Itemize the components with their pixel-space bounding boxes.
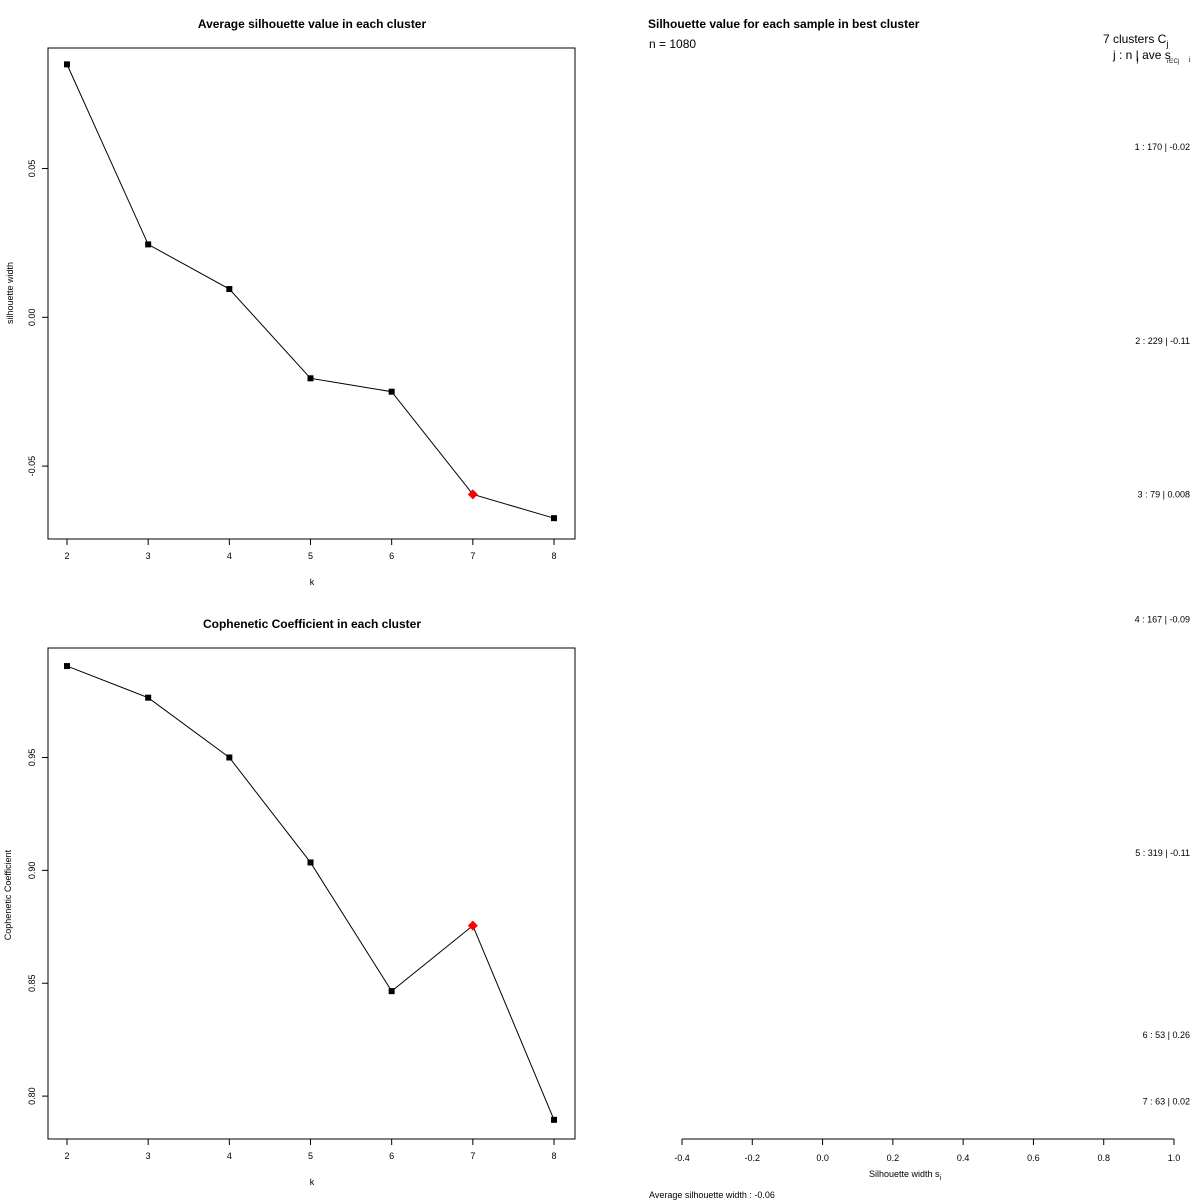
clusters-header-text: 7 clusters C	[1103, 32, 1167, 46]
highlight-point	[467, 489, 478, 500]
x-tick-label: 5	[308, 551, 313, 561]
data-point	[226, 754, 233, 761]
data-point	[388, 388, 395, 395]
x-tick-label: 0.0	[816, 1153, 829, 1163]
y-tick-label: 0.85	[27, 974, 37, 992]
silhouette-xlabel: Silhouette width si	[869, 1169, 942, 1182]
clusters-header: 7 clusters Cj	[1103, 32, 1168, 49]
silhouette-sample-panel: Silhouette value for each sample in best…	[648, 17, 1191, 1200]
cluster-label: 4 : 167 | -0.09	[1135, 614, 1190, 624]
data-point	[307, 375, 314, 382]
cluster-label: 5 : 319 | -0.11	[1135, 848, 1190, 858]
data-point	[551, 515, 557, 522]
series-line	[66, 665, 555, 1121]
x-tick-label: 8	[551, 551, 556, 561]
cluster-label-list: 1 : 170 | -0.02 2 : 229 | -0.11 3 : 79 | 0…	[1135, 142, 1190, 1107]
data-point	[64, 663, 70, 670]
cophenetic-xlabel: k	[310, 1177, 315, 1187]
y-tick-label: 0.00	[27, 309, 37, 327]
column-header-text: j : n | ave s	[1112, 48, 1171, 62]
cluster-label: 2 : 229 | -0.11	[1135, 336, 1190, 346]
y-tick-label: 0.95	[27, 749, 37, 767]
silhouette-xlabel-text: Silhouette width s	[869, 1169, 940, 1179]
column-header: j : n | ave s	[1112, 48, 1171, 62]
y-tick-label: 0.90	[27, 862, 37, 880]
series-line	[66, 64, 555, 519]
silhouette-xlabel-sub: i	[940, 1175, 942, 1182]
x-tick-label: 0.2	[887, 1153, 900, 1163]
cophenetic-panel: Cophenetic Coefficient in each cluster k…	[3, 617, 576, 1187]
y-tick-label: 0.80	[27, 1087, 37, 1105]
cophenetic-ylabel: Cophenetic Coefficient	[3, 849, 13, 940]
silhouette-sample-title: Silhouette value for each sample in best…	[648, 17, 920, 31]
x-tick-label: 8	[551, 1151, 556, 1161]
avg-silhouette-panel: Average silhouette value in each cluster…	[5, 17, 576, 587]
column-header-sub-n: j	[1136, 57, 1139, 64]
avg-silhouette-plot-frame	[47, 47, 576, 540]
x-tick-label: 7	[470, 551, 475, 561]
x-tick-label: 4	[227, 1151, 232, 1161]
cluster-label: 6 : 53 | 0.26	[1143, 1030, 1190, 1040]
data-point	[226, 286, 233, 293]
cluster-label: 3 : 79 | 0.008	[1138, 489, 1190, 499]
clusters-header-sub: j	[1165, 39, 1168, 49]
avg-silhouette-yaxis: 0.05 0.00 -0.05	[27, 160, 49, 477]
cophenetic-title: Cophenetic Coefficient in each cluster	[203, 617, 421, 631]
x-tick-label: 0.8	[1097, 1153, 1110, 1163]
x-tick-label: 2	[64, 1151, 69, 1161]
avg-silhouette-xlabel: k	[310, 577, 315, 587]
x-tick-label: 2	[64, 551, 69, 561]
data-point	[551, 1116, 557, 1123]
data-point	[145, 241, 152, 248]
data-point	[388, 988, 395, 995]
cluster-label: 7 : 63 | 0.02	[1143, 1097, 1190, 1107]
highlight-point	[467, 920, 478, 931]
y-tick-label: 0.05	[27, 160, 37, 178]
x-tick-label: 5	[308, 1151, 313, 1161]
column-header-sub-s: i	[1189, 57, 1191, 64]
cophenetic-plot-frame	[47, 647, 576, 1140]
x-tick-label: 0.6	[1027, 1153, 1040, 1163]
x-tick-label: 6	[389, 551, 394, 561]
average-silhouette-footer: Average silhouette width : -0.06	[649, 1190, 775, 1200]
avg-silhouette-series	[64, 61, 557, 522]
avg-silhouette-ylabel: silhouette width	[5, 262, 15, 324]
x-tick-label: 6	[389, 1151, 394, 1161]
x-tick-label: 3	[146, 551, 151, 561]
x-tick-label: 0.4	[957, 1153, 970, 1163]
x-tick-label: 7	[470, 1151, 475, 1161]
data-point	[145, 694, 152, 701]
x-tick-label: 4	[227, 551, 232, 561]
cophenetic-xaxis: 2 3 4 5 6 7 8	[64, 1138, 557, 1161]
data-point	[307, 859, 314, 866]
cluster-label: 1 : 170 | -0.02	[1135, 142, 1190, 152]
cophenetic-series	[64, 663, 557, 1123]
x-tick-label: -0.4	[674, 1153, 690, 1163]
x-tick-label: 3	[146, 1151, 151, 1161]
silhouette-xaxis: -0.4 -0.2 0.0 0.2 0.4 0.6 0.8 1.0	[674, 1139, 1180, 1163]
avg-silhouette-xaxis: 2 3 4 5 6 7 8	[64, 538, 557, 561]
avg-silhouette-title: Average silhouette value in each cluster	[198, 17, 427, 31]
sample-count-label: n = 1080	[649, 37, 696, 51]
x-tick-label: 1.0	[1168, 1153, 1181, 1163]
data-point	[64, 61, 70, 68]
cophenetic-yaxis: 0.95 0.90 0.85 0.80	[27, 749, 49, 1105]
y-tick-label: -0.05	[27, 456, 37, 477]
x-tick-label: -0.2	[745, 1153, 761, 1163]
column-header-sub-ave: i∈Cj	[1167, 58, 1179, 65]
